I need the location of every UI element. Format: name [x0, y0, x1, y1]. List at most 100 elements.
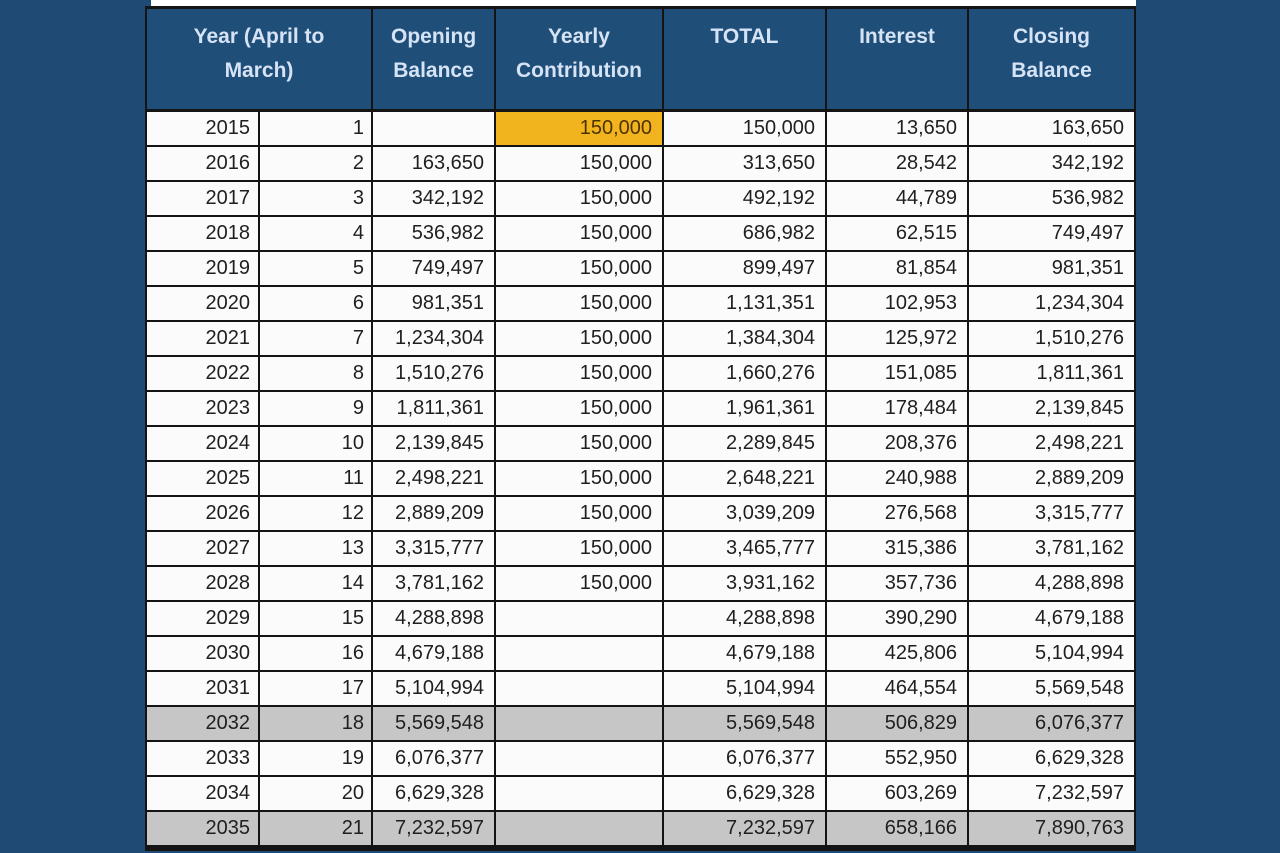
- cell-serial: 7: [260, 322, 373, 357]
- cell-closing-balance: 749,497: [969, 217, 1136, 252]
- cell-total: 686,982: [664, 217, 827, 252]
- cell-interest: 425,806: [827, 637, 969, 672]
- header-year: Year (April to March): [145, 9, 373, 109]
- cell-yearly-contribution: [496, 812, 664, 847]
- cell-opening-balance: 2,889,209: [373, 497, 496, 532]
- table-row: 2029 15 4,288,898 4,288,898 390,290 4,679,188: [145, 602, 1136, 637]
- cell-yearly-contribution: 150,000: [496, 427, 664, 462]
- spreadsheet-table: Year (April to March) Opening Balance Ye…: [145, 0, 1136, 851]
- cell-serial: 18: [260, 707, 373, 742]
- cell-opening-balance: 981,351: [373, 287, 496, 322]
- cell-opening-balance: [373, 112, 496, 147]
- cell-closing-balance: 6,629,328: [969, 742, 1136, 777]
- cell-interest: 125,972: [827, 322, 969, 357]
- cell-closing-balance: 163,650: [969, 112, 1136, 147]
- cell-year: 2017: [145, 182, 260, 217]
- cell-serial: 6: [260, 287, 373, 322]
- cell-interest: 178,484: [827, 392, 969, 427]
- cell-total: 492,192: [664, 182, 827, 217]
- cell-yearly-contribution: [496, 672, 664, 707]
- cell-opening-balance: 3,315,777: [373, 532, 496, 567]
- cell-interest: 81,854: [827, 252, 969, 287]
- cell-total: 2,289,845: [664, 427, 827, 462]
- cell-closing-balance: 4,679,188: [969, 602, 1136, 637]
- cell-opening-balance: 3,781,162: [373, 567, 496, 602]
- cell-opening-balance: 1,510,276: [373, 357, 496, 392]
- cell-serial: 11: [260, 462, 373, 497]
- cell-closing-balance: 536,982: [969, 182, 1136, 217]
- cell-opening-balance: 5,104,994: [373, 672, 496, 707]
- cell-interest: 552,950: [827, 742, 969, 777]
- cell-interest: 44,789: [827, 182, 969, 217]
- cell-opening-balance: 342,192: [373, 182, 496, 217]
- cell-serial: 9: [260, 392, 373, 427]
- cell-year: 2021: [145, 322, 260, 357]
- cell-serial: 19: [260, 742, 373, 777]
- cell-opening-balance: 536,982: [373, 217, 496, 252]
- cell-closing-balance: 1,234,304: [969, 287, 1136, 322]
- cell-serial: 4: [260, 217, 373, 252]
- cell-yearly-contribution: 150,000: [496, 357, 664, 392]
- table-row: 2023 9 1,811,361 150,000 1,961,361 178,484 2,1…: [145, 392, 1136, 427]
- cell-opening-balance: 1,234,304: [373, 322, 496, 357]
- cell-closing-balance: 7,232,597: [969, 777, 1136, 812]
- cell-opening-balance: 5,569,548: [373, 707, 496, 742]
- cell-serial: 5: [260, 252, 373, 287]
- table-bottom-border: [145, 847, 1136, 851]
- cell-year: 2033: [145, 742, 260, 777]
- cell-closing-balance: 3,781,162: [969, 532, 1136, 567]
- cell-serial: 14: [260, 567, 373, 602]
- cell-interest: 62,515: [827, 217, 969, 252]
- header-opening: Opening Balance: [373, 9, 496, 109]
- cell-serial: 13: [260, 532, 373, 567]
- cell-closing-balance: 342,192: [969, 147, 1136, 182]
- cell-interest: 102,953: [827, 287, 969, 322]
- table-row: 2034 20 6,629,328 6,629,328 603,269 7,232,597: [145, 777, 1136, 812]
- cell-year: 2018: [145, 217, 260, 252]
- cell-yearly-contribution: 150,000: [496, 252, 664, 287]
- header-closing: Closing Balance: [969, 9, 1136, 109]
- cell-total: 7,232,597: [664, 812, 827, 847]
- cell-total: 3,039,209: [664, 497, 827, 532]
- cell-yearly-contribution: [496, 637, 664, 672]
- cell-total: 5,104,994: [664, 672, 827, 707]
- cell-serial: 3: [260, 182, 373, 217]
- sheet-top-strip: [151, 0, 1136, 6]
- table-row: 2024 10 2,139,845 150,000 2,289,845 208,376 2,…: [145, 427, 1136, 462]
- cell-total: 4,679,188: [664, 637, 827, 672]
- cell-year: 2029: [145, 602, 260, 637]
- cell-yearly-contribution: 150,000: [496, 462, 664, 497]
- cell-total: 5,569,548: [664, 707, 827, 742]
- table-row: 2030 16 4,679,188 4,679,188 425,806 5,104,994: [145, 637, 1136, 672]
- table-top-border: [145, 6, 1136, 9]
- cell-closing-balance: 7,890,763: [969, 812, 1136, 847]
- cell-closing-balance: 2,889,209: [969, 462, 1136, 497]
- cell-year: 2028: [145, 567, 260, 602]
- cell-interest: 603,269: [827, 777, 969, 812]
- cell-year: 2022: [145, 357, 260, 392]
- cell-total: 3,931,162: [664, 567, 827, 602]
- table-row: 2028 14 3,781,162 150,000 3,931,162 357,736 4,…: [145, 567, 1136, 602]
- cell-year: 2031: [145, 672, 260, 707]
- cell-closing-balance: 2,139,845: [969, 392, 1136, 427]
- cell-opening-balance: 4,679,188: [373, 637, 496, 672]
- cell-closing-balance: 6,076,377: [969, 707, 1136, 742]
- cell-total: 1,384,304: [664, 322, 827, 357]
- cell-interest: 506,829: [827, 707, 969, 742]
- table-row: 2016 2 163,650 150,000 313,650 28,542 342,192: [145, 147, 1136, 182]
- cell-yearly-contribution: [496, 777, 664, 812]
- cell-total: 6,076,377: [664, 742, 827, 777]
- cell-interest: 357,736: [827, 567, 969, 602]
- cell-total: 313,650: [664, 147, 827, 182]
- cell-serial: 8: [260, 357, 373, 392]
- cell-year: 2019: [145, 252, 260, 287]
- cell-closing-balance: 3,315,777: [969, 497, 1136, 532]
- cell-yearly-contribution: 150,000: [496, 287, 664, 322]
- cell-yearly-contribution: 150,000: [496, 322, 664, 357]
- cell-interest: 315,386: [827, 532, 969, 567]
- table-row: 2032 18 5,569,548 5,569,548 506,829 6,076,377: [145, 707, 1136, 742]
- cell-closing-balance: 5,569,548: [969, 672, 1136, 707]
- cell-opening-balance: 2,139,845: [373, 427, 496, 462]
- cell-year: 2016: [145, 147, 260, 182]
- cell-serial: 17: [260, 672, 373, 707]
